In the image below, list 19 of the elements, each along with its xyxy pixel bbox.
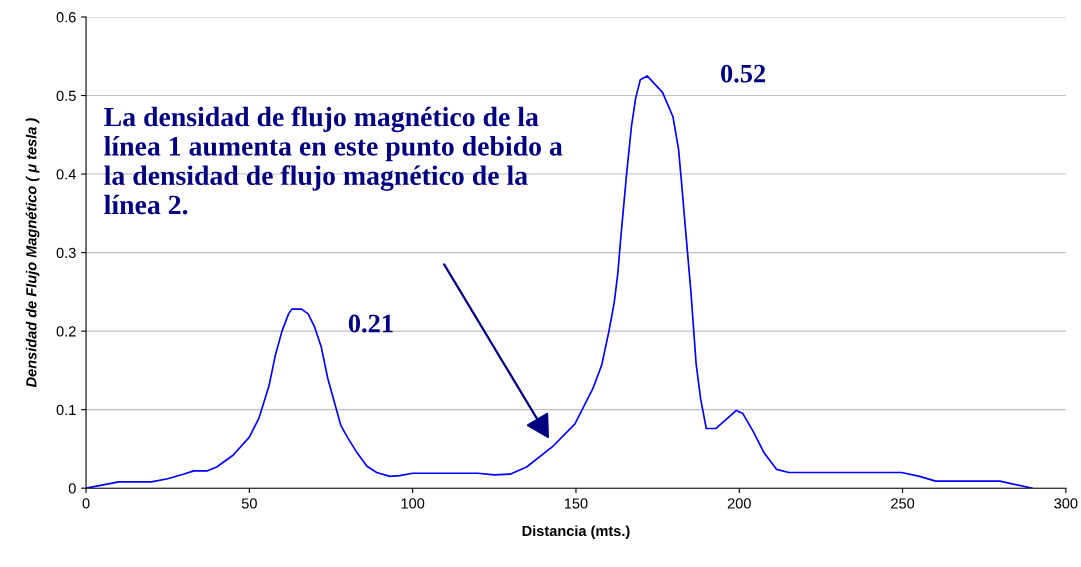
y-tick-label: 0.4: [56, 169, 76, 180]
y-axis-title: Densidad de Flujo Magnético ( μ tesla ): [25, 118, 40, 388]
annotation: 0.52: [721, 64, 766, 83]
annotation: 0.21: [348, 314, 393, 333]
y-tick-label: 0.5: [56, 90, 76, 101]
y-tick-label: 0.6: [56, 12, 76, 23]
y-tick-label: 0.3: [56, 247, 76, 259]
y-tick-label: 0.2: [56, 326, 76, 337]
x-tick-label: 150: [564, 498, 588, 509]
y-tick-label: 0: [68, 483, 76, 494]
x-tick-label: 100: [401, 498, 425, 509]
y-tick-label: 0.1: [56, 404, 76, 416]
x-axis-title: Distancia (mts.): [522, 525, 630, 539]
x-tick-label: 50: [241, 498, 257, 509]
annotation: La densidad de flujo magnético de la línea 1 aumenta en este punto debido a la densidad de flujo magnético de la línea 2.: [104, 106, 563, 215]
x-tick-label: 250: [891, 498, 915, 509]
x-tick-label: 0: [82, 498, 90, 509]
x-tick-label: 300: [1054, 498, 1078, 509]
x-tick-label: 200: [727, 498, 751, 509]
